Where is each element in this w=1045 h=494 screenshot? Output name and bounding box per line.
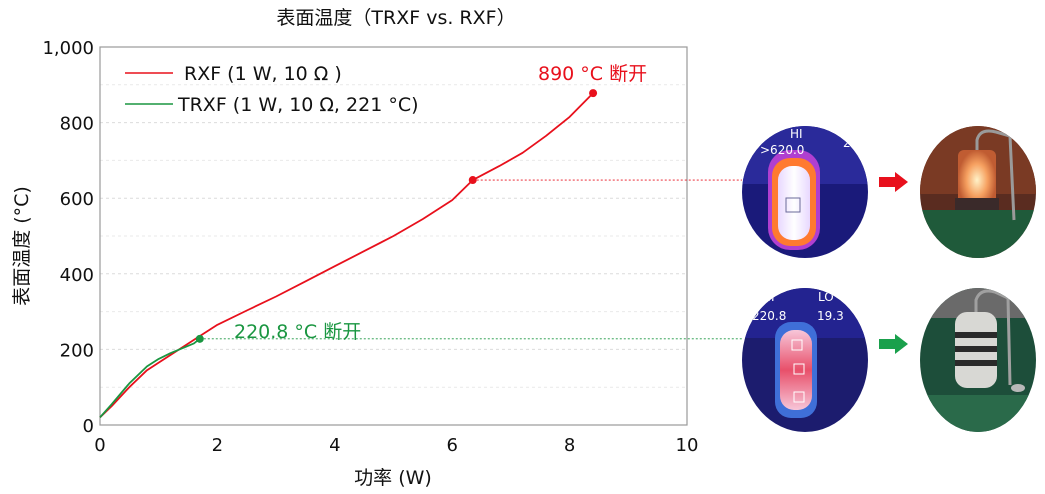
y-tick-label: 200 xyxy=(60,340,94,361)
arrow-green-icon xyxy=(879,334,908,354)
thermal-top-hi-value: >620.0 xyxy=(760,143,804,157)
series-line-trxf xyxy=(99,338,201,418)
thermal-bottom-hi: HI xyxy=(762,290,775,304)
thermal-top-lo: LO xyxy=(842,119,858,133)
x-tick-label: 10 xyxy=(676,435,699,456)
x-tick-label: 8 xyxy=(564,435,575,456)
legend: RXF (1 W, 10 Ω ) TRXF (1 W, 10 Ω, 221 °C… xyxy=(125,63,419,116)
series-markers xyxy=(195,89,598,343)
x-tick-label: 2 xyxy=(212,435,223,456)
y-tick-label: 400 xyxy=(60,265,94,286)
y-tick-label: 600 xyxy=(60,189,94,210)
annotation-trxf-open: 220.8 °C 断开 xyxy=(234,321,361,343)
thermal-bottom-lo-value: 19.3 xyxy=(817,309,844,323)
x-tick-label: 6 xyxy=(446,435,457,456)
x-axis-label: 功率 (W) xyxy=(354,467,432,489)
annotation-rxf-open: 890 °C 断开 xyxy=(538,63,647,85)
chart-title: 表面温度（TRXF vs. RXF） xyxy=(276,7,515,29)
legend-label-trxf: TRXF (1 W, 10 Ω, 221 °C) xyxy=(177,94,419,116)
photo-trxf-intact xyxy=(920,288,1036,432)
series-lines xyxy=(99,92,594,419)
marker-trxf xyxy=(195,334,204,343)
plot-frame xyxy=(99,46,688,426)
thermal-top-hi: HI xyxy=(790,127,803,141)
thermal-bottom-hi-value: 220.8 xyxy=(752,309,786,323)
leader-lines xyxy=(199,179,742,340)
thermal-bottom-lo: LO xyxy=(818,290,834,304)
marker-rxf xyxy=(468,176,477,185)
y-tick-label: 0 xyxy=(83,416,94,437)
grid-lines xyxy=(100,84,687,388)
y-tick-label: 1,000 xyxy=(42,38,94,59)
y-axis-label: 表面温度 (°C) xyxy=(11,186,33,306)
arrow-red-icon xyxy=(879,172,908,192)
x-tick-label: 0 xyxy=(94,435,105,456)
x-tick-label: 4 xyxy=(329,435,340,456)
axis-ticks: 0 2 4 6 8 10 0 200 400 600 800 1,000 xyxy=(42,38,698,456)
marker-rxf xyxy=(589,89,598,98)
thermal-top-lo-value: 24.4 xyxy=(843,136,870,150)
series-line-rxf xyxy=(99,92,594,419)
thermal-image-trxf: HI 220.8 LO 19.3 xyxy=(742,288,868,432)
photo-rxf-glowing xyxy=(920,126,1036,258)
legend-label-rxf: RXF (1 W, 10 Ω ) xyxy=(184,63,342,85)
y-tick-label: 800 xyxy=(60,114,94,135)
thermal-image-rxf: HI >620.0 LO 24.4 xyxy=(742,119,870,258)
